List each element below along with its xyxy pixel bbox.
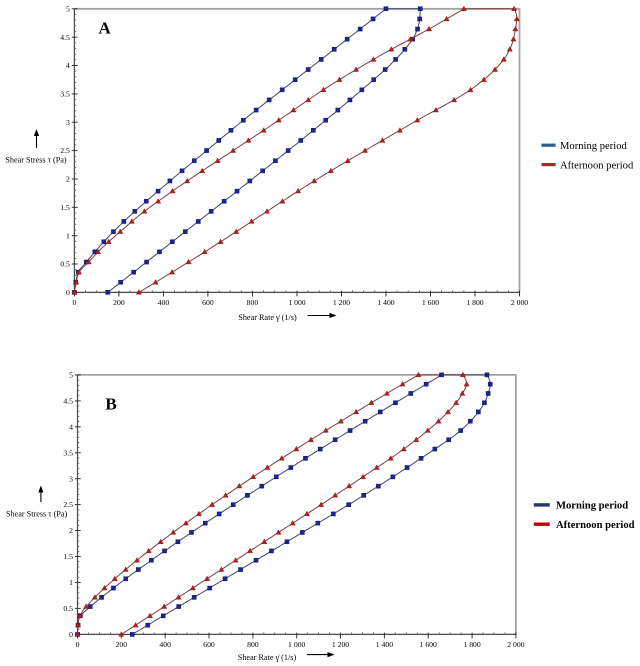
svg-text:Shear Stress τ (Pa): Shear Stress τ (Pa) <box>6 510 68 519</box>
svg-text:Shear Rate γ̇ (1/s): Shear Rate γ̇ (1/s) <box>238 653 297 662</box>
svg-text:0.5: 0.5 <box>63 604 73 613</box>
svg-text:B: B <box>105 394 116 413</box>
svg-text:3: 3 <box>66 118 70 127</box>
svg-text:3: 3 <box>69 474 73 483</box>
svg-text:800: 800 <box>247 640 259 649</box>
svg-text:600: 600 <box>203 640 215 649</box>
svg-text:5: 5 <box>69 371 73 380</box>
svg-text:0: 0 <box>76 640 80 649</box>
svg-text:1 800: 1 800 <box>463 640 480 649</box>
svg-text:0: 0 <box>72 298 76 307</box>
svg-text:2.5: 2.5 <box>60 146 70 155</box>
svg-text:Shear Rate γ̇ (1/s): Shear Rate γ̇ (1/s) <box>238 313 297 322</box>
svg-text:4: 4 <box>69 422 73 431</box>
svg-text:1 400: 1 400 <box>377 298 394 307</box>
svg-text:1 400: 1 400 <box>376 640 393 649</box>
svg-text:800: 800 <box>247 298 259 307</box>
svg-text:1 000: 1 000 <box>288 298 305 307</box>
svg-text:1: 1 <box>66 231 70 240</box>
svg-text:1 200: 1 200 <box>333 298 350 307</box>
svg-text:1 600: 1 600 <box>422 298 439 307</box>
svg-text:1.5: 1.5 <box>60 203 70 212</box>
svg-text:2: 2 <box>66 175 70 184</box>
svg-text:0.5: 0.5 <box>60 260 70 269</box>
svg-text:3.5: 3.5 <box>60 90 70 99</box>
svg-text:2.5: 2.5 <box>63 500 73 509</box>
svg-text:4.5: 4.5 <box>60 33 70 42</box>
svg-text:1 000: 1 000 <box>288 640 305 649</box>
svg-text:A: A <box>99 19 112 38</box>
svg-text:Afternoon period: Afternoon period <box>556 520 635 531</box>
svg-text:2 000: 2 000 <box>507 640 524 649</box>
svg-text:Afternoon period: Afternoon period <box>560 160 634 171</box>
svg-text:2: 2 <box>69 526 73 535</box>
svg-text:0: 0 <box>69 630 73 639</box>
svg-text:4.5: 4.5 <box>63 397 73 406</box>
svg-text:3.5: 3.5 <box>63 448 73 457</box>
svg-text:1: 1 <box>69 578 73 587</box>
svg-text:400: 400 <box>158 298 170 307</box>
svg-text:Shear Stress τ (Pa): Shear Stress τ (Pa) <box>5 156 67 165</box>
svg-text:1.5: 1.5 <box>63 552 73 561</box>
svg-text:200: 200 <box>116 640 128 649</box>
svg-text:4: 4 <box>66 61 70 70</box>
svg-text:400: 400 <box>159 640 171 649</box>
svg-text:200: 200 <box>113 298 125 307</box>
svg-text:Morning period: Morning period <box>560 141 627 152</box>
svg-text:1 800: 1 800 <box>466 298 483 307</box>
svg-text:600: 600 <box>202 298 214 307</box>
svg-text:5: 5 <box>66 4 70 13</box>
svg-text:1 600: 1 600 <box>420 640 437 649</box>
svg-text:Morning period: Morning period <box>556 501 628 512</box>
svg-text:2 000: 2 000 <box>511 298 528 307</box>
svg-text:0: 0 <box>66 288 70 297</box>
svg-text:1 200: 1 200 <box>332 640 349 649</box>
